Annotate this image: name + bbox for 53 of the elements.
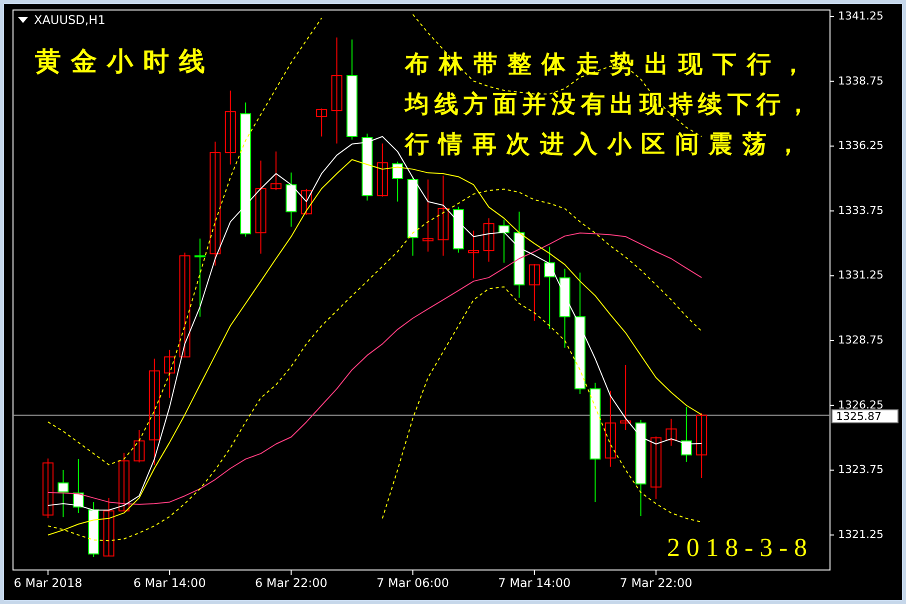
- candlestick: [438, 175, 449, 256]
- y-tick-label: 1338.75: [838, 74, 884, 88]
- annotation: 均线方面并没有出现持续下行，: [403, 89, 810, 118]
- candlestick: [498, 219, 510, 264]
- line-series: [382, 286, 702, 523]
- candlestick: [650, 436, 662, 500]
- candlestick: [118, 452, 130, 512]
- y-tick-label: 1341.25: [838, 9, 884, 22]
- annotation: 黄金小时线: [34, 47, 205, 77]
- candlestick: [544, 246, 556, 330]
- candlestick: [134, 430, 145, 463]
- candlestick: [696, 412, 708, 478]
- candlestick: [528, 264, 540, 322]
- y-tick-label: 1331.25: [838, 268, 884, 282]
- candlestick: [148, 358, 160, 466]
- candlestick: [468, 230, 480, 279]
- candlestick: [392, 161, 404, 202]
- x-tick-label: 7 Mar 22:00: [620, 576, 692, 590]
- x-tick-label: 7 Mar 06:00: [376, 576, 450, 590]
- x-tick-label: 6 Mar 22:00: [254, 576, 328, 590]
- y-tick-label: 1321.25: [838, 528, 884, 541]
- candlestick: [210, 141, 221, 266]
- annotation: 布林带整体走势出现下行，: [404, 49, 805, 78]
- candlestick: [422, 179, 434, 252]
- candlestick: [164, 349, 176, 398]
- candlestick: [42, 458, 54, 519]
- candlestick: [270, 151, 282, 191]
- x-tick-label: 6 Mar 2018: [14, 576, 82, 590]
- candlestick: [300, 188, 312, 216]
- candlestick: [666, 418, 677, 446]
- candlestick: [103, 497, 114, 556]
- ref-line-label: 1325.87: [836, 410, 882, 424]
- annotation: 行情再次进入小区间震荡，: [404, 129, 800, 158]
- candlestick: [179, 252, 190, 358]
- y-tick-label: 1323.75: [838, 463, 884, 476]
- y-tick-label: 1328.75: [838, 334, 884, 347]
- candlestick: [620, 364, 632, 430]
- candlestick: [331, 36, 342, 144]
- candlestick: [316, 108, 328, 138]
- candlestick: [604, 390, 616, 468]
- y-tick-label: 1336.25: [838, 139, 884, 152]
- x-tick-label: 6 Mar 14:00: [133, 576, 206, 590]
- candlestick: [224, 90, 236, 166]
- candlestick: [255, 160, 266, 254]
- candlestick: [194, 238, 206, 318]
- x-tick-label: 7 Mar 14:00: [498, 576, 571, 590]
- y-tick-label: 1333.75: [838, 204, 884, 217]
- candlestick: [483, 218, 494, 262]
- annotation: 2018-3-8: [667, 533, 807, 562]
- candlestick: [376, 143, 388, 198]
- y-tick-label: 1326.25: [838, 398, 884, 412]
- candlestick: [680, 406, 692, 462]
- chart-title: XAUUSD,H1: [34, 13, 106, 27]
